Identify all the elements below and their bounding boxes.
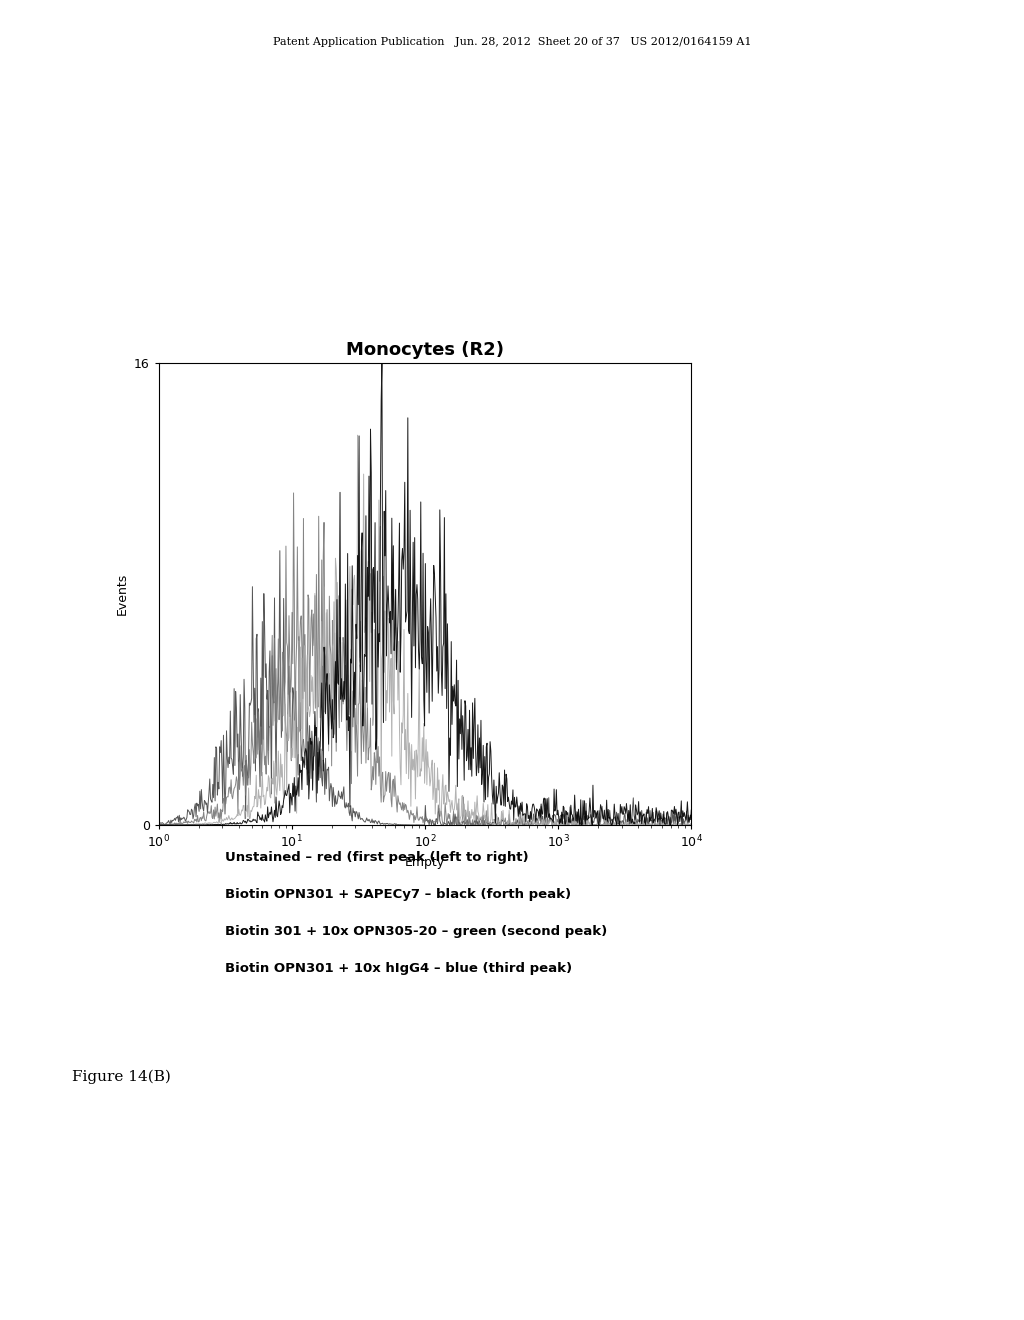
Title: Monocytes (R2): Monocytes (R2) [346, 341, 504, 359]
Text: Biotin 301 + 10x OPN305-20 – green (second peak): Biotin 301 + 10x OPN305-20 – green (seco… [225, 925, 607, 939]
Y-axis label: Events: Events [116, 573, 128, 615]
X-axis label: Empty: Empty [404, 857, 445, 869]
Text: Biotin OPN301 + 10x hIgG4 – blue (third peak): Biotin OPN301 + 10x hIgG4 – blue (third … [225, 962, 572, 975]
Text: Patent Application Publication   Jun. 28, 2012  Sheet 20 of 37   US 2012/0164159: Patent Application Publication Jun. 28, … [272, 37, 752, 48]
Text: Biotin OPN301 + SAPECy7 – black (forth peak): Biotin OPN301 + SAPECy7 – black (forth p… [225, 888, 571, 902]
Text: Unstained – red (first peak (left to right): Unstained – red (first peak (left to rig… [225, 851, 529, 865]
Text: Figure 14(B): Figure 14(B) [72, 1069, 171, 1084]
